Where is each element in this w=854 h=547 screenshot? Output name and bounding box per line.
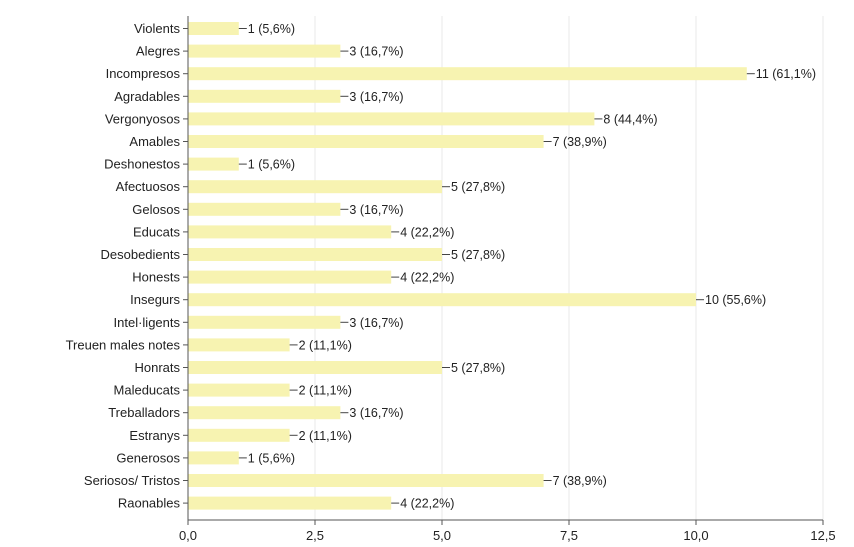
bar [188, 428, 290, 442]
data-label: 3 (16,7%) [349, 316, 403, 330]
bar [188, 361, 442, 374]
category-label: Amables [129, 134, 180, 149]
category-label: Incompresos [106, 66, 181, 81]
bar [188, 293, 696, 307]
bar [188, 406, 341, 420]
category-label: Deshonestos [104, 157, 180, 172]
category-label: Honests [132, 270, 180, 285]
data-label: 10 (55,6%) [705, 293, 766, 307]
x-tick-label: 2,5 [306, 528, 324, 543]
category-label: Violents [134, 21, 181, 36]
category-label: Estranys [129, 428, 180, 443]
category-label: Honrats [134, 360, 180, 375]
data-label: 3 (16,7%) [349, 90, 403, 104]
data-label: 2 (11,1%) [299, 429, 352, 443]
category-label: Treuen males notes [66, 337, 181, 352]
bar [188, 315, 341, 329]
data-label: 5 (27,8%) [451, 248, 505, 262]
data-label: 1 (5,6%) [248, 22, 295, 36]
data-label: 4 (22,2%) [400, 497, 454, 511]
category-label: Intel·ligents [114, 315, 181, 330]
category-label: Seriosos/ Tristos [84, 473, 181, 488]
data-label: 4 (22,2%) [400, 271, 454, 285]
category-label: Alegres [136, 44, 181, 59]
data-label: 1 (5,6%) [248, 158, 295, 172]
category-label: Generosos [116, 450, 180, 465]
labels: 0,0 2,5 5,0 7,5 10,0 12,5 Violents 1 (5,6%) Aleg… [66, 21, 836, 543]
data-label: 1 (5,6%) [248, 451, 295, 465]
data-label: 5 (27,8%) [451, 180, 505, 194]
category-label: Insegurs [130, 292, 180, 307]
bar [188, 67, 747, 81]
x-tick-label: 5,0 [433, 528, 451, 543]
bars [188, 22, 747, 510]
category-label: Treballadors [108, 405, 180, 420]
bar [188, 270, 392, 284]
category-label: Raonables [118, 496, 181, 511]
category-label: Gelosos [132, 202, 180, 217]
data-label: 7 (38,9%) [553, 474, 607, 488]
category-label: Agradables [114, 89, 180, 104]
bar [188, 135, 544, 148]
data-label: 3 (16,7%) [349, 45, 403, 59]
bar [188, 451, 239, 465]
bar [188, 89, 341, 103]
bar [188, 225, 392, 239]
data-label: 4 (22,2%) [400, 225, 454, 239]
category-label: Educats [133, 224, 180, 239]
data-label: 2 (11,1%) [299, 338, 352, 352]
data-label: 5 (27,8%) [451, 361, 505, 375]
bar [188, 474, 544, 487]
data-label: 3 (16,7%) [349, 203, 403, 217]
bar [188, 383, 290, 397]
x-tick-label: 7,5 [560, 528, 578, 543]
data-label: 3 (16,7%) [349, 406, 403, 420]
bar [188, 44, 341, 58]
bar [188, 22, 239, 35]
x-tick-label: 0,0 [179, 528, 197, 543]
category-label: Maleducats [114, 383, 181, 398]
data-label: 7 (38,9%) [553, 135, 607, 149]
category-label: Vergonyosos [105, 111, 181, 126]
x-tick-label: 10,0 [683, 528, 708, 543]
bar [188, 180, 442, 194]
bar [188, 202, 341, 216]
axes [183, 16, 824, 525]
bar [188, 112, 595, 126]
data-label: 11 (61,1%) [756, 67, 816, 81]
bar [188, 338, 290, 352]
grid-lines [314, 16, 824, 520]
bar [188, 248, 442, 261]
data-label: 2 (11,1%) [299, 384, 352, 398]
bar [188, 157, 239, 171]
data-label: 8 (44,4%) [603, 112, 657, 126]
bar [188, 496, 392, 510]
category-label: Afectuosos [116, 179, 181, 194]
category-label: Desobedients [101, 247, 181, 262]
x-tick-label: 12,5 [810, 528, 835, 543]
